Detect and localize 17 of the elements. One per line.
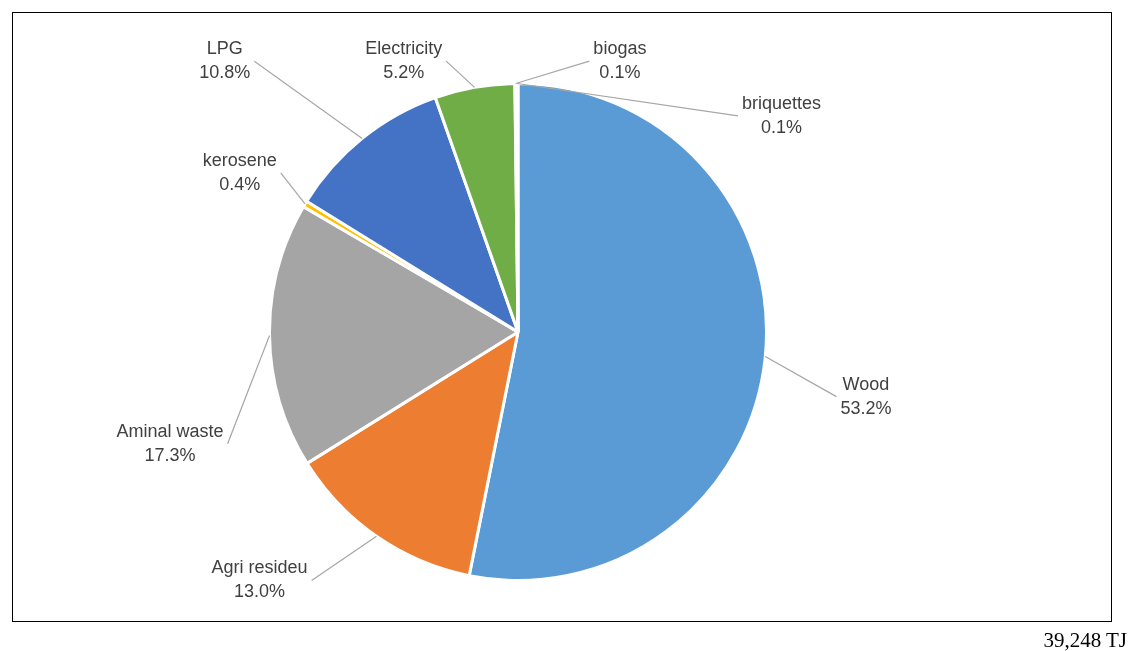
text: 39,248 TJ — [1043, 628, 1127, 651]
slice-label: Wood — [842, 373, 890, 394]
data-label: 10.8% — [199, 62, 251, 83]
data-label: 0.1% — [760, 116, 802, 137]
slice-label: biogas — [593, 38, 647, 59]
data-label: 53.2% — [840, 397, 892, 418]
data-label: 0.4% — [219, 173, 261, 194]
slice-label: kerosene — [202, 149, 277, 170]
data-label: 13.0% — [234, 581, 286, 602]
slice-label: Agri resideu — [211, 557, 308, 578]
data-label: 17.3% — [144, 444, 196, 465]
slice-label: Electricity — [365, 38, 443, 59]
data-label: 0.1% — [599, 62, 641, 83]
data-label: 5.2% — [383, 62, 425, 83]
slice-label: briquettes — [741, 92, 821, 113]
slice-label: Aminal waste — [116, 420, 224, 441]
slice-label: LPG — [206, 38, 243, 59]
